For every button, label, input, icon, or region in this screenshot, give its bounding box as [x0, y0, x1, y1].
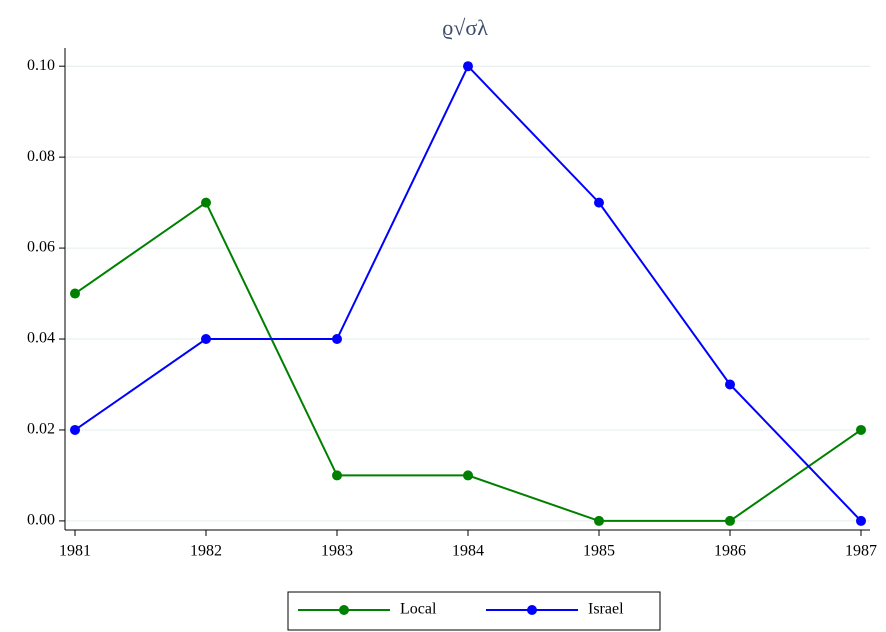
point [856, 424, 866, 435]
x-tick-label: 1984 [452, 543, 484, 560]
point [201, 334, 211, 345]
y-tick-label: 0.08 [27, 148, 55, 165]
point [201, 197, 211, 208]
point [725, 515, 735, 526]
point [332, 470, 342, 481]
point [463, 470, 473, 481]
x-tick-label: 1981 [59, 543, 91, 560]
chart-title: ϱ√σλ [442, 15, 488, 40]
point [332, 334, 342, 345]
point [725, 379, 735, 390]
y-tick-label: 0.04 [27, 330, 55, 347]
legend-marker [339, 605, 349, 615]
point [70, 288, 80, 299]
legend-label: Israel [588, 601, 624, 618]
x-tick-label: 1985 [583, 543, 615, 560]
y-tick-label: 0.06 [27, 239, 55, 256]
x-tick-label: 1987 [845, 543, 877, 560]
legend-marker [527, 605, 537, 615]
x-tick-label: 1983 [321, 543, 353, 560]
y-tick-label: 0.00 [27, 512, 55, 529]
y-tick-label: 0.02 [27, 421, 55, 438]
point [70, 424, 80, 435]
point [856, 515, 866, 526]
point [594, 515, 604, 526]
x-tick-label: 1986 [714, 543, 746, 560]
y-tick-label: 0.10 [27, 57, 55, 74]
point [594, 197, 604, 208]
x-tick-label: 1982 [190, 543, 222, 560]
legend-label: Local [400, 601, 437, 618]
point [463, 61, 473, 72]
